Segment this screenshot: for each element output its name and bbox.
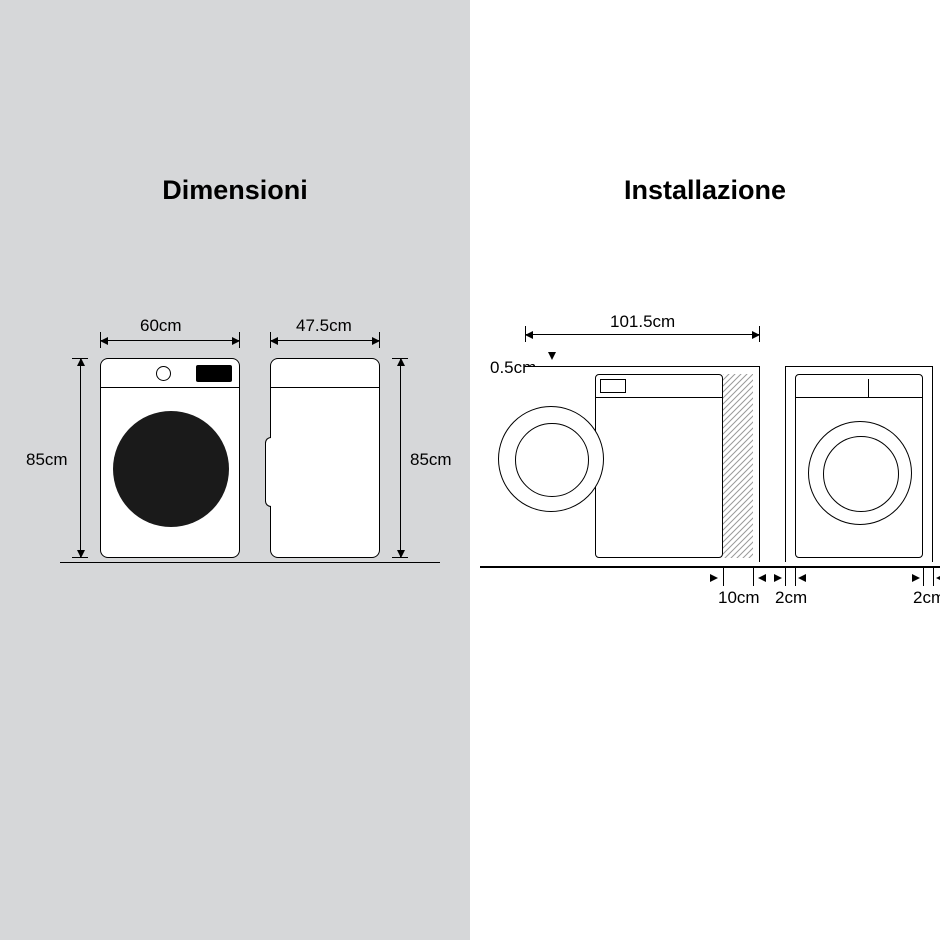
dimensions-diagram: 60cm 85cm 47.5cm 85cm xyxy=(0,310,470,660)
front-width-label: 60cm xyxy=(140,316,182,336)
installation-diagram: 101.5cm 0.5cm xyxy=(470,310,940,660)
install-sidegap-right-label: 2cm xyxy=(913,588,940,608)
install-machine-side xyxy=(595,374,723,558)
dimensions-panel: Dimensioni 60cm 85cm xyxy=(0,0,470,940)
install-sidegap-left-label: 2cm xyxy=(775,588,807,608)
side-height-label: 85cm xyxy=(410,450,452,470)
install-backgap-label: 10cm xyxy=(718,588,760,608)
installation-panel: Installazione 101.5cm 0.5cm xyxy=(470,0,940,940)
installation-title: Installazione xyxy=(470,175,940,206)
back-clearance-hatch xyxy=(723,374,753,558)
appliance-side xyxy=(270,358,380,558)
front-height-label: 85cm xyxy=(26,450,68,470)
install-open-door xyxy=(498,406,604,512)
install-width-label: 101.5cm xyxy=(610,312,675,332)
appliance-front xyxy=(100,358,240,558)
dimensions-title: Dimensioni xyxy=(0,175,470,206)
side-depth-label: 47.5cm xyxy=(296,316,352,336)
install-machine-front xyxy=(795,374,923,558)
